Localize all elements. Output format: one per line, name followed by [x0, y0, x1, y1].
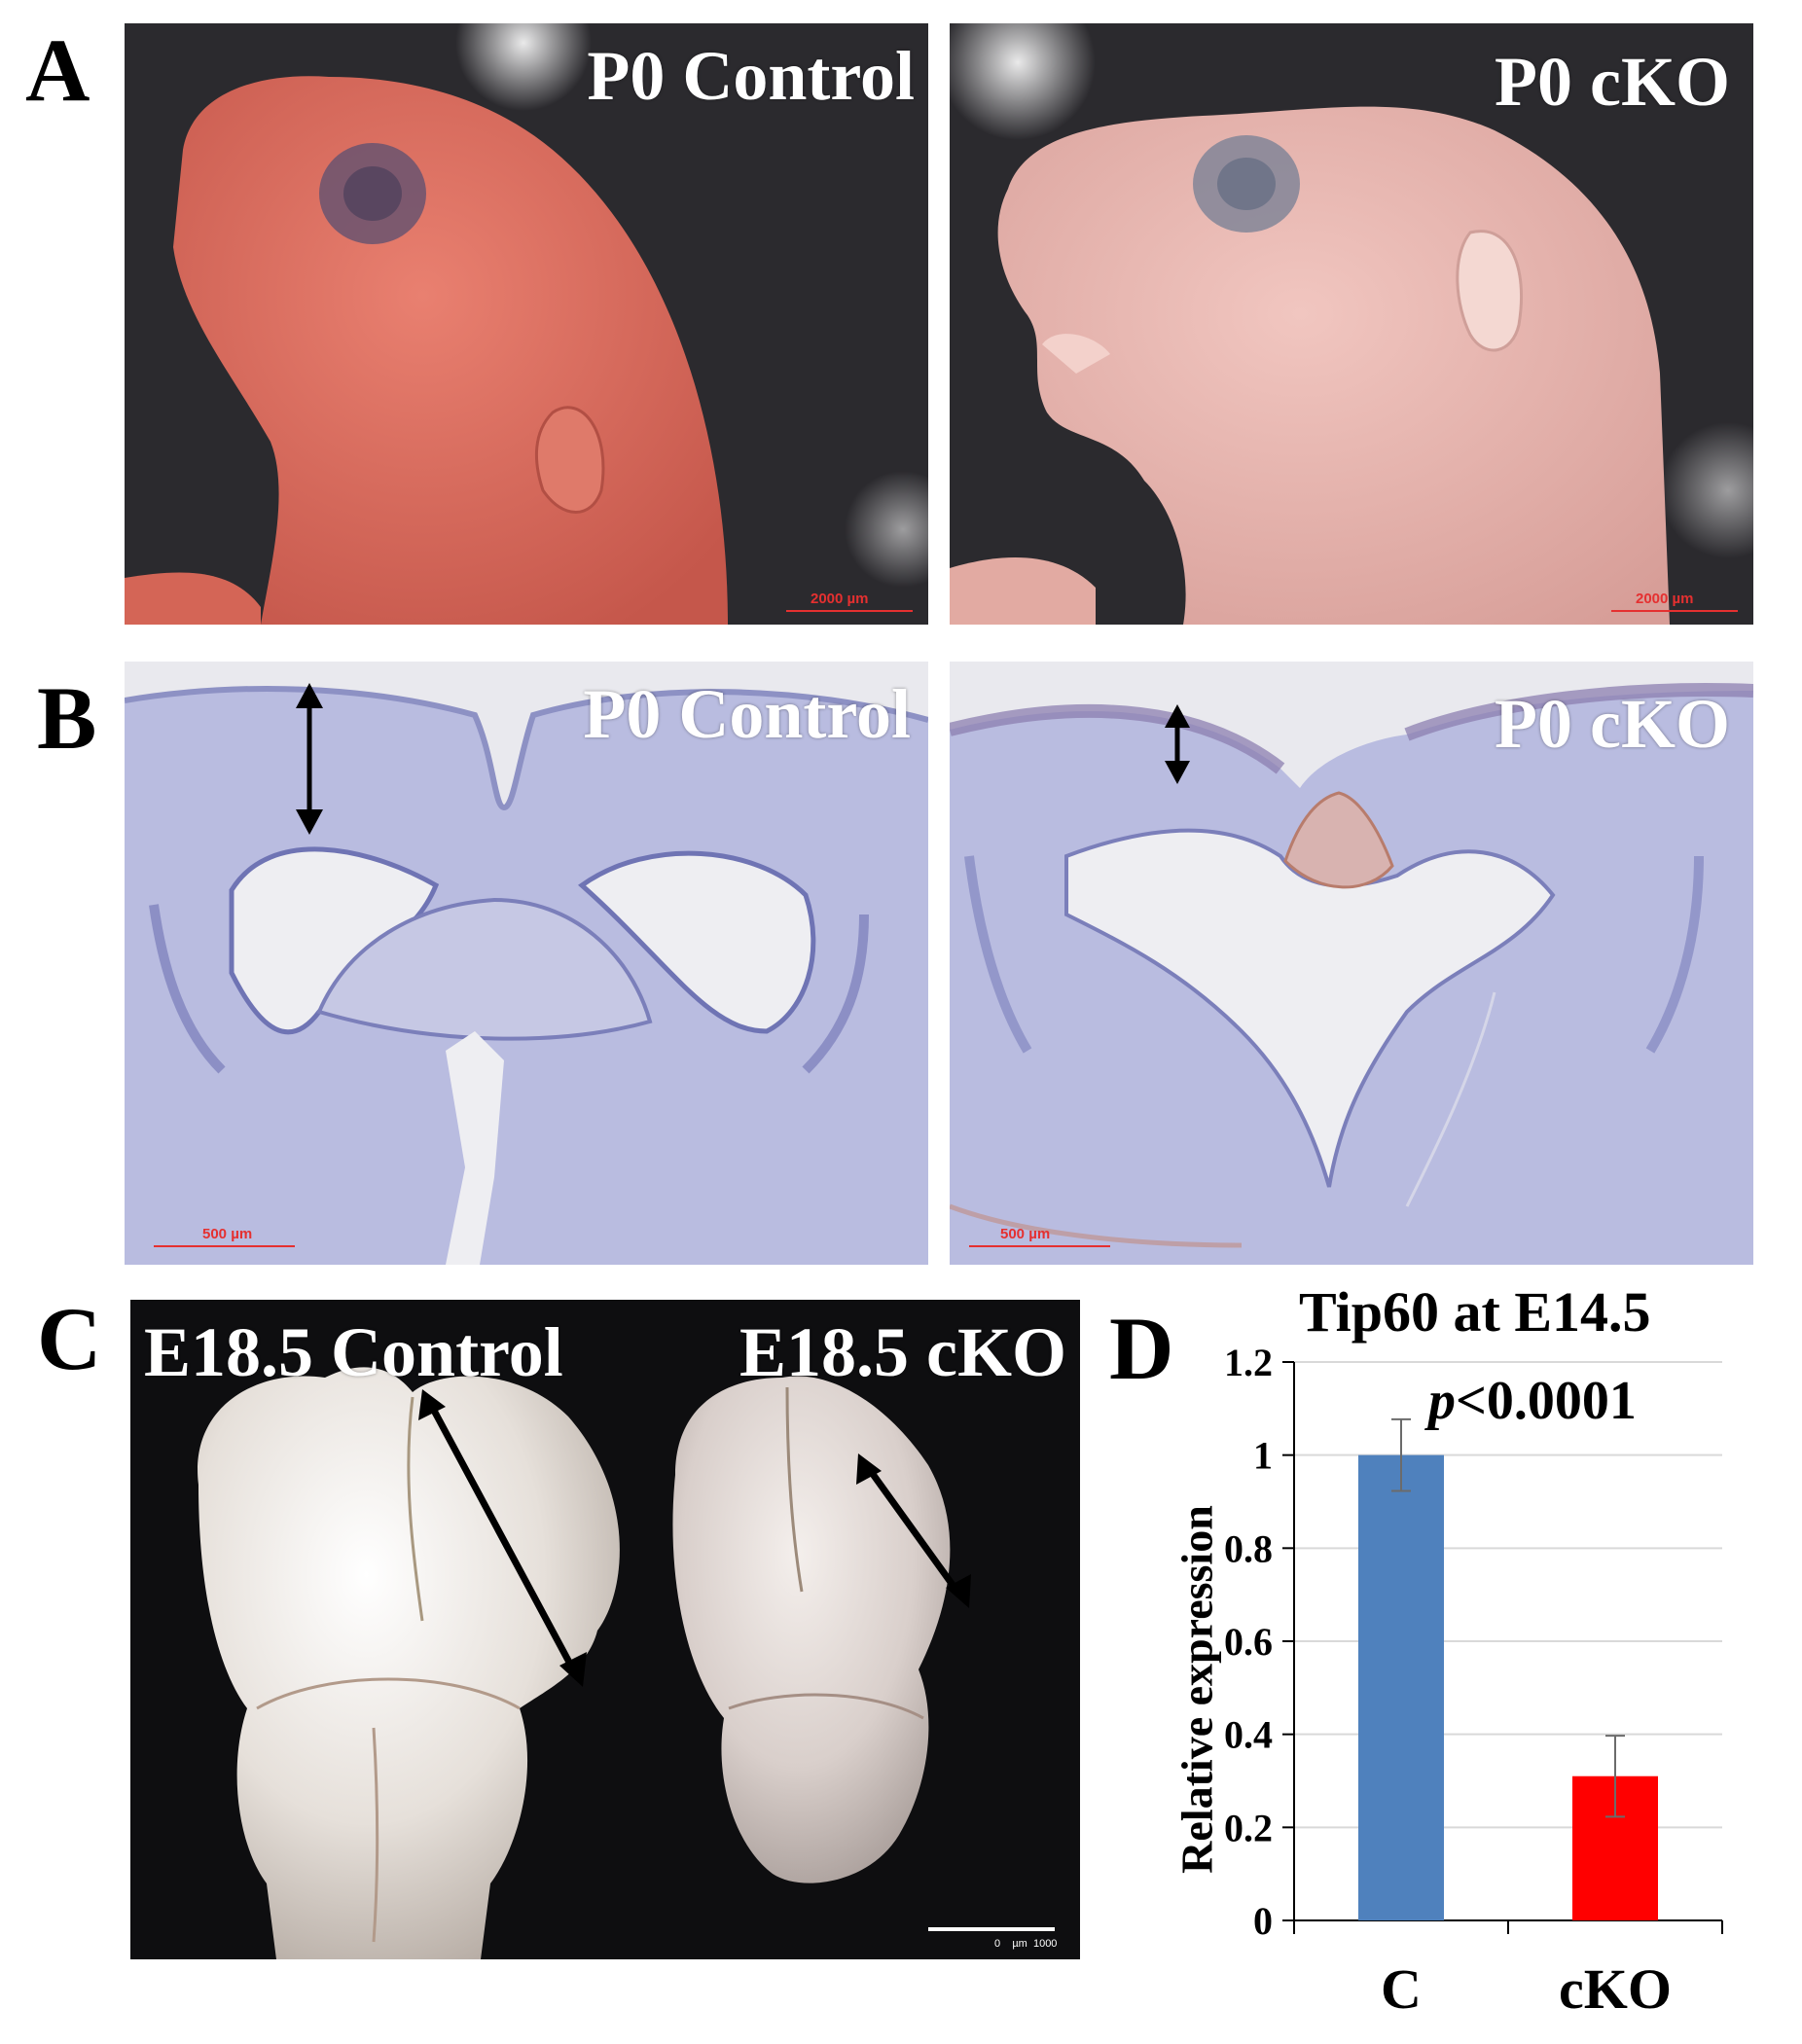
bar-c [1358, 1454, 1444, 1920]
photo-p0-cko-section: P0 cKO 500 µm [950, 662, 1753, 1265]
panel-letter-b: B [37, 668, 97, 768]
scalebar-b-right-line [969, 1245, 1110, 1247]
label-p0-control-b: P0 Control [583, 675, 911, 753]
bar-chart: 0 0.2 0.4 0.6 0.8 1 1.2 C cKO [1224, 1343, 1723, 2021]
pup-head-cko-drawing [950, 23, 1753, 625]
p-value-annotation: p<0.0001 [1428, 1374, 1637, 1428]
scalebar-c: 0 µm 1000 [994, 1938, 1058, 1950]
photo-p0-cko-head: P0 cKO 2000 µm [950, 23, 1753, 625]
label-p0-cko-a: P0 cKO [1495, 43, 1730, 121]
y-tick-label: 0.8 [1224, 1526, 1273, 1570]
label-p0-control-a: P0 Control [587, 37, 915, 115]
label-e18-5-control: E18.5 Control [144, 1313, 563, 1391]
scalebar-a-right-line [1611, 610, 1738, 612]
y-tick-label: 0.4 [1224, 1713, 1273, 1757]
scalebar-b-left: 500 µm [202, 1226, 253, 1242]
photo-p0-control-section: P0 Control 500 µm [125, 662, 928, 1265]
pup-head-control-drawing [125, 23, 928, 625]
y-tick-label: 0.6 [1224, 1620, 1273, 1664]
y-tick-label: 0 [1253, 1899, 1273, 1943]
y-tick-label: 1 [1253, 1434, 1273, 1478]
scalebar-a-right: 2000 µm [1636, 591, 1694, 607]
scalebar-b-right: 500 µm [1000, 1226, 1051, 1242]
label-p0-cko-b: P0 cKO [1495, 685, 1730, 763]
panel-letter-d: D [1109, 1299, 1174, 1398]
y-tick-label: 1.2 [1224, 1343, 1273, 1384]
photo-e18-5-brains: E18.5 Control E18.5 cKO 0 µm 1000 [130, 1300, 1080, 1959]
p-value-text: <0.0001 [1456, 1371, 1637, 1431]
photo-p0-control-head: P0 Control 2000 µm [125, 23, 928, 625]
panel-letter-a: A [25, 20, 90, 120]
scalebar-a-left-line [786, 610, 913, 612]
section-control-drawing [125, 683, 928, 1265]
scalebar-a-left: 2000 µm [811, 591, 869, 607]
y-tick-label: 0.2 [1224, 1806, 1273, 1849]
section-cko-drawing [950, 683, 1753, 1265]
chart-title: Tip60 at E14.5 [1299, 1280, 1651, 1344]
label-e18-5-cko: E18.5 cKO [739, 1313, 1066, 1391]
p-value-italic: p [1428, 1371, 1456, 1431]
brains-drawing [198, 1367, 1055, 1959]
x-category-label: C [1381, 1957, 1422, 2021]
scalebar-b-left-line [154, 1245, 295, 1247]
x-category-label: cKO [1559, 1957, 1672, 2021]
panel-letter-c: C [37, 1289, 102, 1388]
